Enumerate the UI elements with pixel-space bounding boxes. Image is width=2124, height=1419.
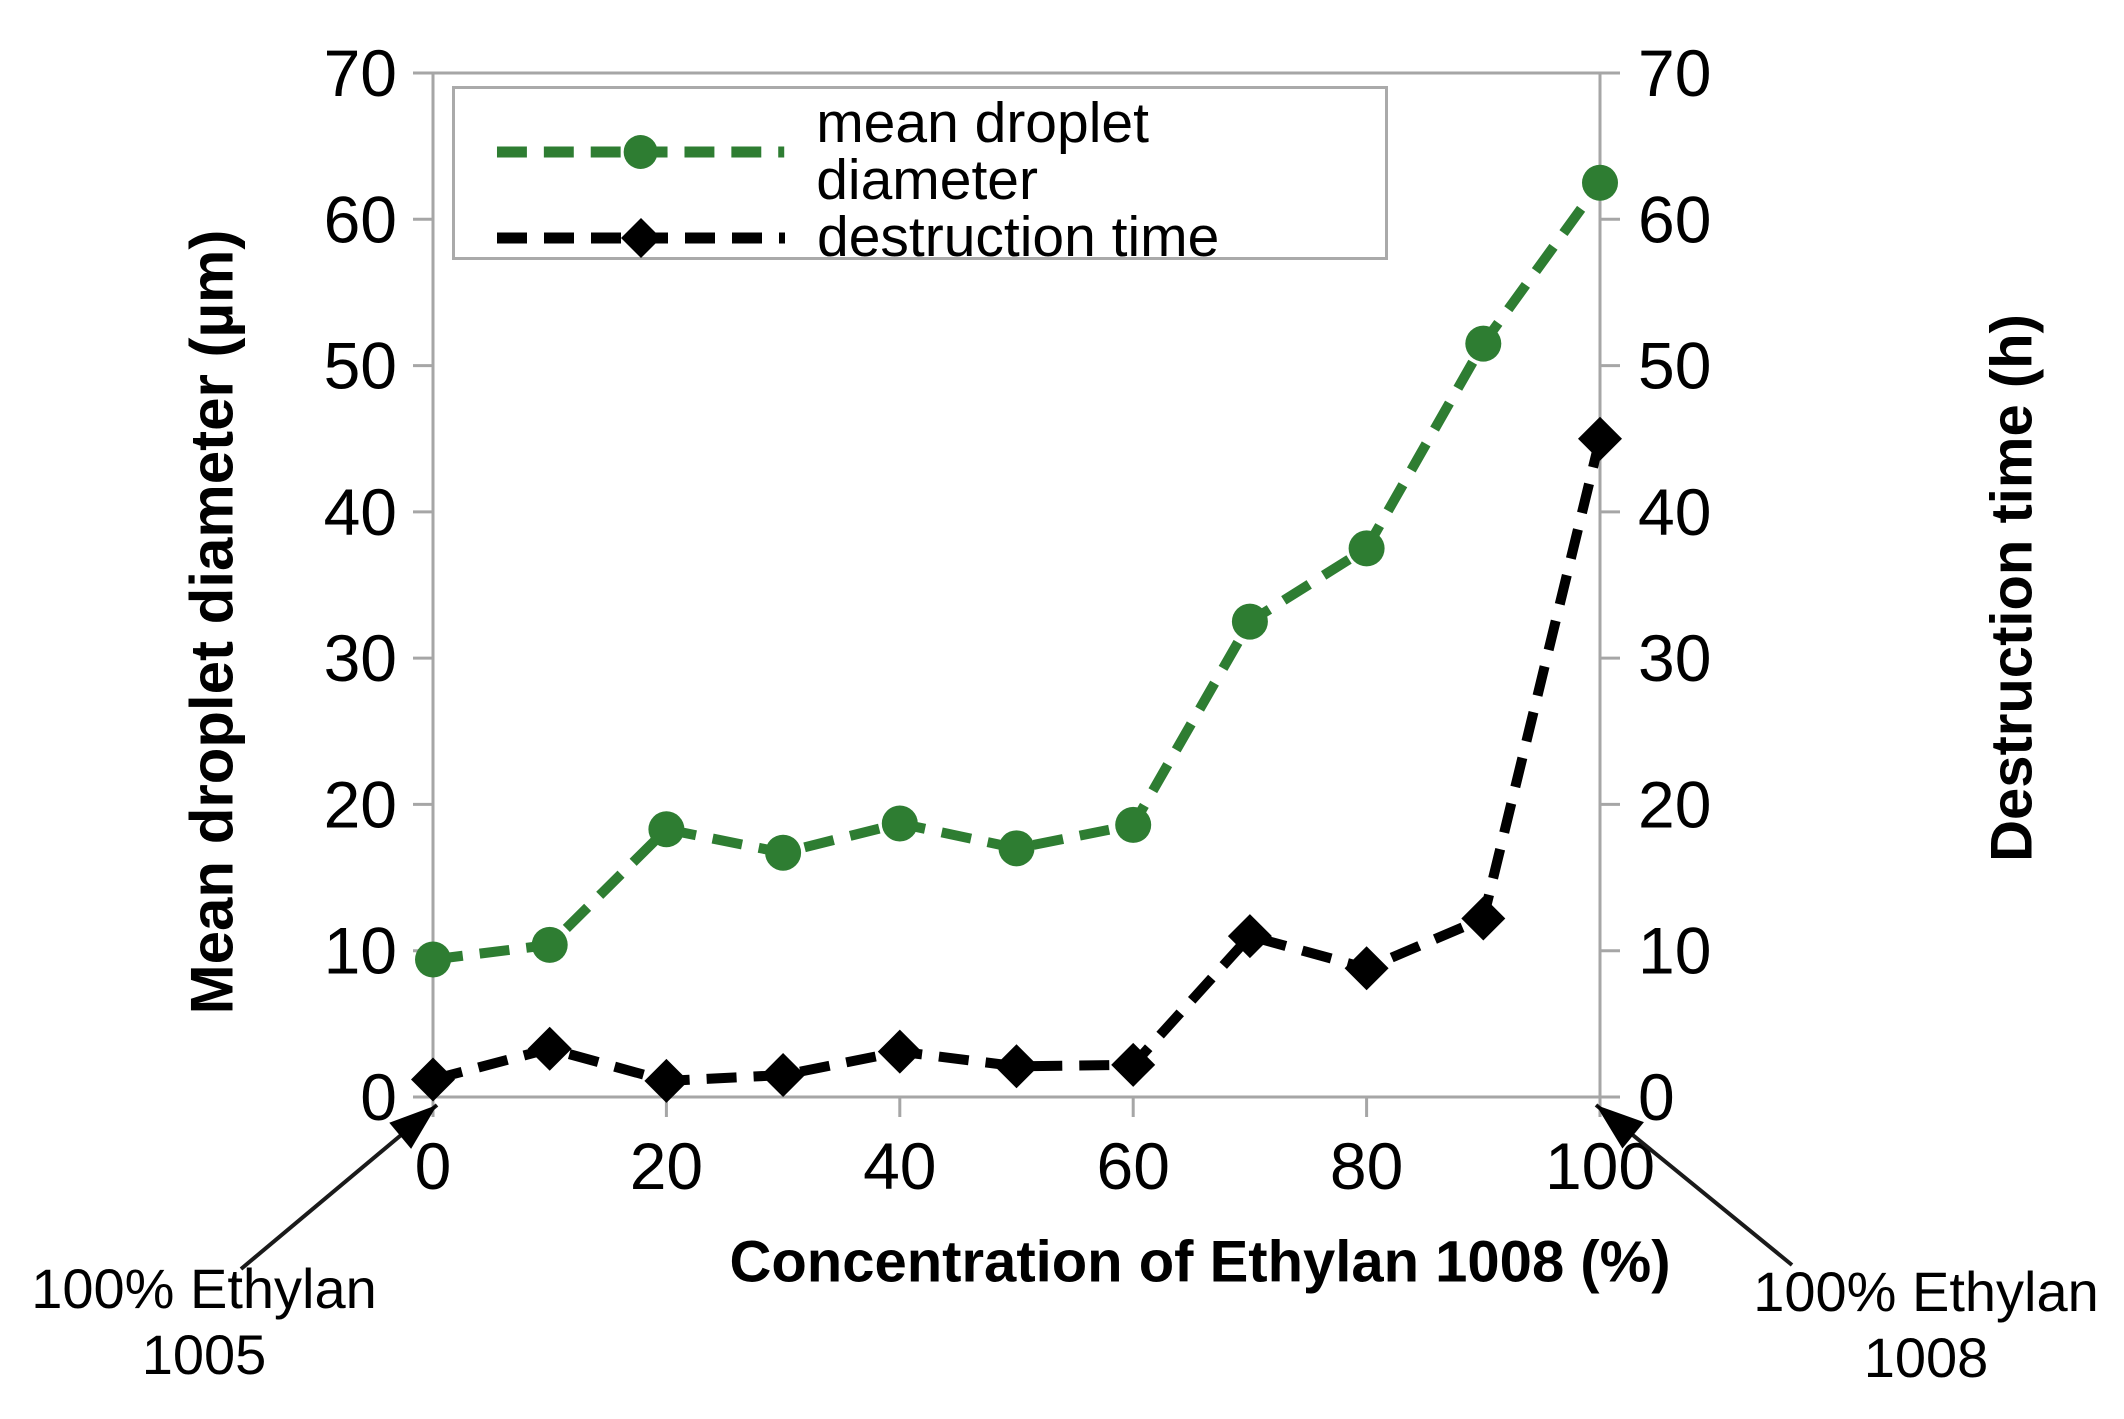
data-point-diamond (1111, 1042, 1156, 1087)
series-line (431, 437, 1605, 1086)
data-point-circle (1465, 325, 1502, 362)
y-tick-label-right: 30 (1638, 621, 1711, 695)
y-tick-label-left: 0 (360, 1060, 397, 1134)
annotation-100-ethylan-1008: 100% Ethylan 1008 (1753, 1259, 2099, 1391)
data-point-diamond (1461, 896, 1506, 941)
legend: mean droplet diameter destruction time (452, 86, 1388, 266)
annotation-line: 1008 (1863, 1326, 1989, 1389)
x-tick-label: 60 (1096, 1129, 1169, 1203)
data-point-circle (765, 834, 802, 871)
data-point-diamond (761, 1053, 806, 1098)
data-point-diamond (1344, 946, 1389, 991)
x-tick-label: 20 (630, 1129, 703, 1203)
legend-label-destruction-time: destruction time (817, 205, 1220, 269)
y-tick-label-left: 20 (324, 767, 397, 841)
legend-sample-green-dashed-circle (496, 135, 785, 169)
annotation-line: 100% Ethylan (1753, 1259, 2099, 1323)
annotation-arrow (239, 1103, 439, 1271)
series-destruction-time (411, 416, 1622, 1103)
data-point-circle (415, 941, 451, 978)
data-point-diamond (994, 1044, 1039, 1089)
x-tick-label: 0 (415, 1129, 452, 1203)
y-axis-title-left: Mean droplet diameter (µm) (178, 229, 246, 1015)
y-tick-label-left: 60 (324, 182, 397, 256)
y-tick-label-right: 0 (1638, 1060, 1675, 1134)
arrowhead-icon (1596, 1105, 1644, 1149)
data-point-circle (1348, 530, 1385, 567)
data-point-diamond (1578, 416, 1622, 461)
data-point-diamond (527, 1026, 572, 1071)
y-tick-label-left: 70 (324, 36, 397, 110)
axis-frame (431, 71, 1602, 1099)
data-point-diamond (1227, 914, 1272, 959)
annotation-line: 1005 (141, 1323, 267, 1386)
legend-diamond-marker-icon (621, 217, 661, 258)
x-axis-title: Concentration of Ethylan 1008 (%) (729, 1229, 1671, 1295)
x-tick-label: 80 (1330, 1129, 1403, 1203)
annotation-arrow (1594, 1103, 1794, 1267)
x-tick-label: 100 (1545, 1129, 1655, 1203)
y-tick-label-right: 20 (1638, 767, 1711, 841)
data-point-circle (1231, 603, 1268, 640)
y-axis-title-right: Destruction time (h) (1979, 314, 2045, 862)
annotation-100-ethylan-1005: 100% Ethylan 1005 (31, 1256, 377, 1388)
y-tick-label-right: 10 (1638, 914, 1711, 988)
legend-item-destruction-time: destruction time (491, 209, 1385, 266)
arrowhead-icon (389, 1105, 437, 1149)
data-point-circle (998, 830, 1035, 867)
legend-label-mean-droplet-diameter: mean droplet diameter (816, 91, 1149, 212)
legend-item-mean-droplet-diameter: mean droplet diameter (491, 95, 1385, 209)
data-point-diamond (877, 1029, 922, 1074)
data-point-diamond (644, 1058, 689, 1103)
legend-sample-black-dashed-diamond (497, 217, 785, 258)
y-tick-label-left: 40 (324, 475, 397, 549)
x-ticks: 0 20 40 60 80 100 (415, 1097, 1655, 1203)
y-tick-label-left: 30 (324, 621, 397, 695)
data-point-diamond (411, 1057, 455, 1102)
y-tick-label-right: 70 (1638, 36, 1711, 110)
y-ticks: 0 0 10 10 20 20 30 30 40 40 50 50 60 60 70 70 (324, 36, 1712, 1134)
data-point-circle (1115, 806, 1152, 843)
x-tick-label: 40 (863, 1129, 936, 1203)
data-point-circle (531, 926, 568, 963)
y-tick-label-left: 10 (324, 914, 397, 988)
annotation-line: 100% Ethylan (31, 1256, 377, 1320)
legend-circle-marker-icon (623, 135, 658, 169)
data-point-circle (881, 805, 918, 842)
series-mean-droplet-diameter (415, 164, 1618, 978)
data-point-circle (648, 811, 685, 848)
data-point-circle (1582, 164, 1618, 201)
y-tick-label-right: 50 (1638, 329, 1711, 403)
y-tick-label-left: 50 (324, 329, 397, 403)
y-tick-label-right: 40 (1638, 475, 1711, 549)
y-tick-label-right: 60 (1638, 182, 1711, 256)
